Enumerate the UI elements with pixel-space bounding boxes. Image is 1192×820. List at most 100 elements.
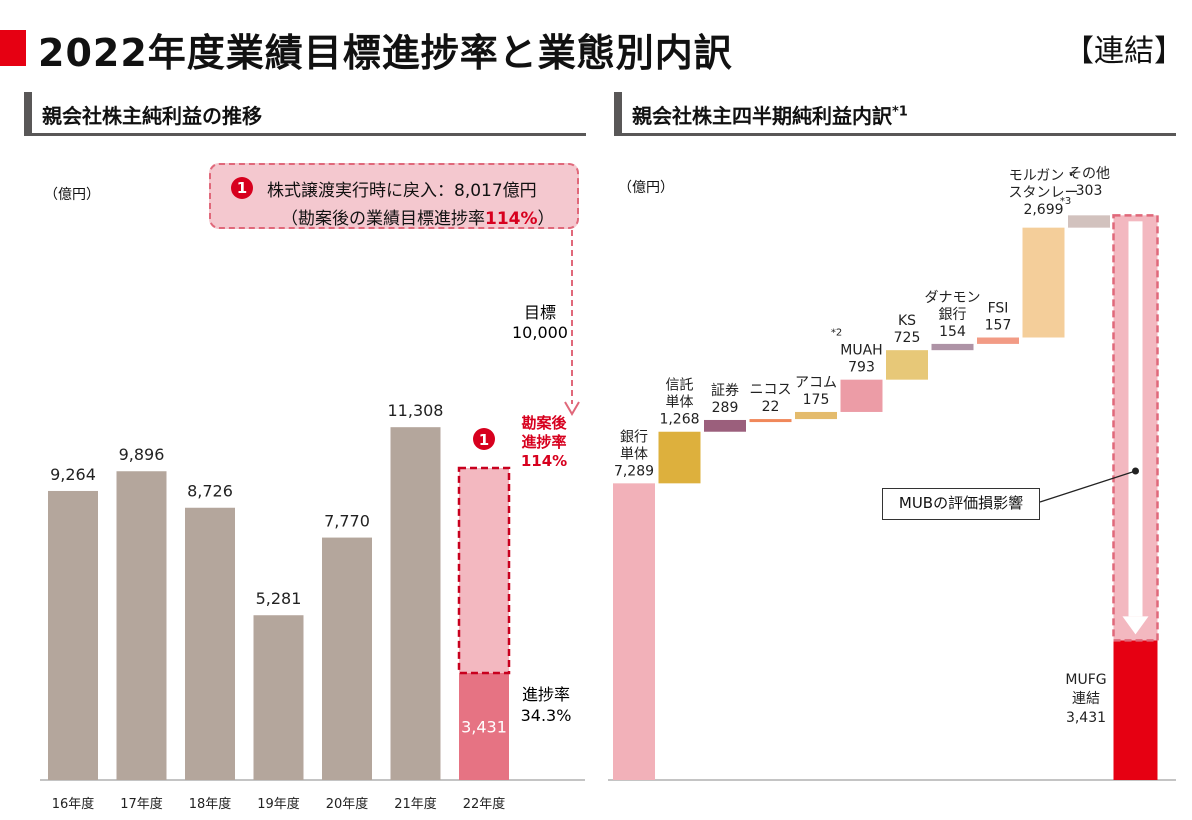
bar-value-label: 3,431	[461, 717, 507, 736]
step-name-label: ダナモン	[925, 290, 981, 306]
right-waterfall-chart: 銀行単体7,289信託単体1,268証券289ニコス22アコム175MUAH79…	[608, 166, 1176, 781]
total-value-label: 3,431	[1066, 710, 1106, 726]
step-value-label: 157	[985, 318, 1012, 334]
adjusted-number-badge	[473, 428, 495, 450]
waterfall-bar	[795, 411, 837, 420]
mub-leader-line	[1039, 470, 1136, 503]
bar-value-label: 11,308	[388, 401, 444, 420]
bar-19年度	[253, 615, 304, 780]
step-value-label: 2,699	[1023, 202, 1063, 218]
page-title: 2022年度業績目標進捗率と業態別内訳	[38, 31, 733, 75]
waterfall-bar	[886, 350, 928, 380]
step-name-label: モルガン・	[1009, 168, 1079, 184]
x-tick-label: 18年度	[189, 796, 232, 812]
step-name-label: 信託	[666, 378, 694, 394]
bar-value-label: 9,264	[50, 465, 96, 484]
callout-line-2-prefix: （勘案後の業績目標進捗率	[281, 209, 485, 229]
target-label: 目標	[524, 303, 556, 322]
adjusted-number-badge-text: 1	[479, 431, 489, 449]
title-accent-bar	[0, 30, 26, 66]
step-name-label: 銀行	[620, 429, 648, 445]
step-value-label: 793	[848, 360, 875, 376]
step-value-label: 22	[762, 399, 780, 415]
waterfall-bar	[658, 431, 701, 484]
right-section-title: 親会社株主四半期純利益内訳*1	[632, 100, 908, 129]
total-name-label: MUFG	[1065, 672, 1106, 688]
total-bar-mufg	[1113, 640, 1158, 780]
step-value-label: 303	[1076, 183, 1103, 199]
section-underline	[24, 133, 586, 136]
bar-16年度	[48, 490, 98, 780]
step-value-label: 289	[712, 400, 739, 416]
step-name-label: FSI	[988, 301, 1009, 317]
x-tick-label: 20年度	[326, 796, 369, 812]
section-accent-bar	[614, 92, 622, 136]
x-tick-label: 16年度	[52, 796, 95, 812]
step-value-label: 725	[894, 330, 921, 346]
callout-number-badge: 1	[231, 177, 253, 199]
right-section-header: 親会社株主四半期純利益内訳*1	[614, 92, 1176, 136]
waterfall-bar	[613, 483, 655, 780]
bar-18年度	[185, 507, 235, 780]
waterfall-bar	[931, 343, 974, 351]
step-name-label: MUAH	[840, 343, 882, 359]
callout-line-2-suffix: ）	[537, 209, 555, 229]
bar-17年度	[116, 471, 167, 780]
waterfall-bar	[704, 419, 746, 432]
step-name-label: 単体	[620, 446, 648, 462]
loss-arrow-head	[1122, 616, 1149, 635]
left-section-header: 親会社株主純利益の推移	[24, 92, 586, 136]
bar-value-label: 9,896	[119, 445, 165, 464]
bar-value-label: 5,281	[256, 589, 302, 608]
left-unit-label: （億円）	[44, 187, 100, 203]
section-underline	[614, 133, 1176, 136]
section-accent-bar	[24, 92, 32, 136]
right-section-title-text: 親会社株主四半期純利益内訳	[632, 104, 892, 128]
step-value-label: 154	[939, 324, 966, 340]
mub-valuation-loss-label: MUBの評価損影響	[882, 488, 1040, 520]
target-value: 10,000	[512, 323, 568, 342]
callout-line-2: （勘案後の業績目標進捗率114%）	[281, 204, 555, 229]
bar-value-label: 7,770	[324, 512, 370, 531]
waterfall-bar	[1068, 215, 1110, 228]
adjusted-rate-value: 114%	[521, 452, 567, 470]
mub-leader-dot	[1132, 467, 1139, 475]
step-name-label: その他	[1068, 166, 1110, 182]
step-value-label: 1,268	[659, 412, 699, 428]
callout-adjusted-rate: 114%	[485, 209, 538, 229]
loss-arrow-shaft	[1128, 221, 1143, 617]
waterfall-bar	[977, 337, 1019, 344]
callout-line-1: 株式譲渡実行時に戻入：8,017億円	[267, 181, 537, 201]
step-footnote-mark: *3	[1060, 196, 1071, 207]
step-footnote-mark: *2	[831, 328, 842, 339]
x-tick-label: 22年度	[463, 796, 506, 812]
left-bar-chart: 9,264 16年度 9,896 17年度 8,726 18年度 5,281 19年度 7,77…	[40, 230, 585, 812]
step-value-label: 175	[803, 392, 830, 408]
callout-connector-arrow	[564, 401, 580, 416]
right-unit-label: （億円）	[618, 180, 674, 196]
waterfall-bar	[749, 419, 792, 423]
bar-21年度	[390, 427, 441, 780]
step-value-label: 7,289	[614, 463, 654, 479]
progress-label: 進捗率	[522, 685, 570, 704]
x-tick-label: 17年度	[120, 796, 163, 812]
progress-value: 34.3%	[521, 706, 572, 725]
step-name-label: スタンレー	[1009, 185, 1079, 201]
bar-20年度	[322, 537, 372, 780]
right-section-footnote-mark: *1	[892, 104, 908, 120]
bar-value-label: 8,726	[187, 482, 233, 501]
consolidated-tag: 【連結】	[1064, 34, 1184, 69]
target-remaining-box	[457, 466, 511, 675]
waterfall-bar	[1022, 227, 1065, 338]
step-name-label: KS	[898, 313, 916, 329]
bar-22年度	[459, 672, 509, 780]
total-name-label: 連結	[1072, 691, 1100, 707]
waterfall-bar	[840, 379, 883, 412]
x-tick-label: 19年度	[257, 796, 300, 812]
x-tick-label: 21年度	[394, 796, 437, 812]
step-name-label: アコム	[795, 375, 837, 391]
step-name-label: 銀行	[939, 307, 967, 323]
step-name-label: 証券	[711, 383, 739, 399]
transfer-callout: 1 株式譲渡実行時に戻入：8,017億円 （勘案後の業績目標進捗率114%）	[209, 163, 579, 229]
